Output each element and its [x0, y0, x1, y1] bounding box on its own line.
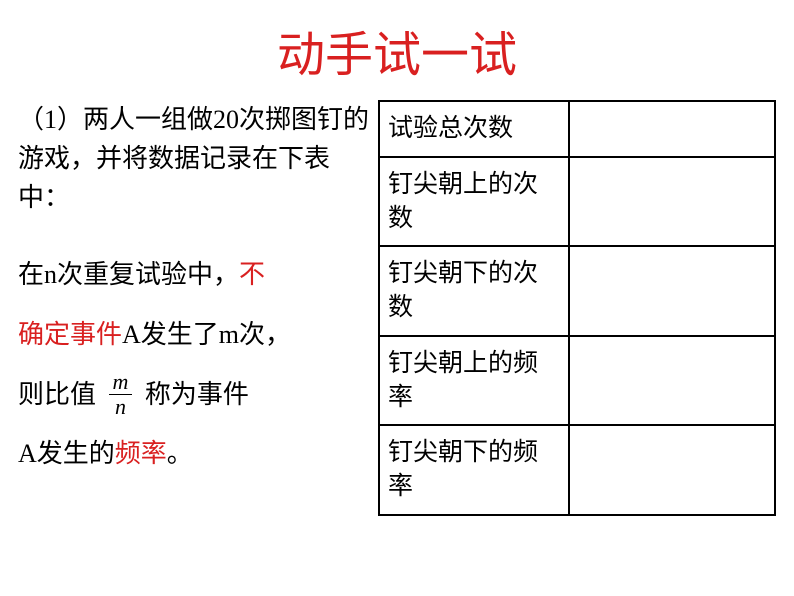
table-label: 钉尖朝下的频率: [379, 425, 569, 515]
table-label: 试验总次数: [379, 101, 569, 157]
content-area: （1）两人一组做20次掷图钉的游戏，并将数据记录在下表中： 在n次重复试验中，不…: [0, 100, 794, 516]
data-recording-table: 试验总次数 钉尖朝上的次数 钉尖朝下的次数 钉尖朝上的频率 钉尖朝下的频率: [378, 100, 776, 516]
table-value: [569, 157, 775, 247]
paragraph-instruction: （1）两人一组做20次掷图钉的游戏，并将数据记录在下表中：: [18, 100, 370, 217]
text-highlight: 确定事件: [18, 320, 122, 349]
table-row: 钉尖朝下的次数: [379, 246, 775, 336]
fraction-denominator: n: [111, 395, 130, 419]
paragraph-definition: 在n次重复试验中，不 确定事件A发生了m次， 则比值 m n 称为事件 A发生的…: [18, 245, 370, 484]
text-highlight: 不: [239, 260, 265, 289]
table-label: 钉尖朝上的次数: [379, 157, 569, 247]
text-segment: A发生的: [18, 439, 115, 468]
table-row: 试验总次数: [379, 101, 775, 157]
right-column: 试验总次数 钉尖朝上的次数 钉尖朝下的次数 钉尖朝上的频率 钉尖朝下的频率: [378, 100, 776, 516]
table-label: 钉尖朝上的频率: [379, 336, 569, 426]
left-column: （1）两人一组做20次掷图钉的游戏，并将数据记录在下表中： 在n次重复试验中，不…: [18, 100, 378, 516]
table-value: [569, 246, 775, 336]
text-segment: 称为事件: [145, 380, 249, 409]
text-segment: 在n次重复试验中，: [18, 260, 239, 289]
table-value: [569, 336, 775, 426]
text-segment: A发生了m次，: [122, 320, 291, 349]
table-row: 钉尖朝上的频率: [379, 336, 775, 426]
table-row: 钉尖朝上的次数: [379, 157, 775, 247]
text-segment: 则比值: [18, 380, 96, 409]
text-segment: 。: [167, 439, 193, 468]
table-value: [569, 101, 775, 157]
table-row: 钉尖朝下的频率: [379, 425, 775, 515]
text-highlight: 频率: [115, 439, 167, 468]
fraction: m n: [109, 370, 133, 419]
slide-title: 动手试一试: [0, 0, 794, 100]
table-label: 钉尖朝下的次数: [379, 246, 569, 336]
fraction-numerator: m: [109, 370, 133, 395]
table-value: [569, 425, 775, 515]
